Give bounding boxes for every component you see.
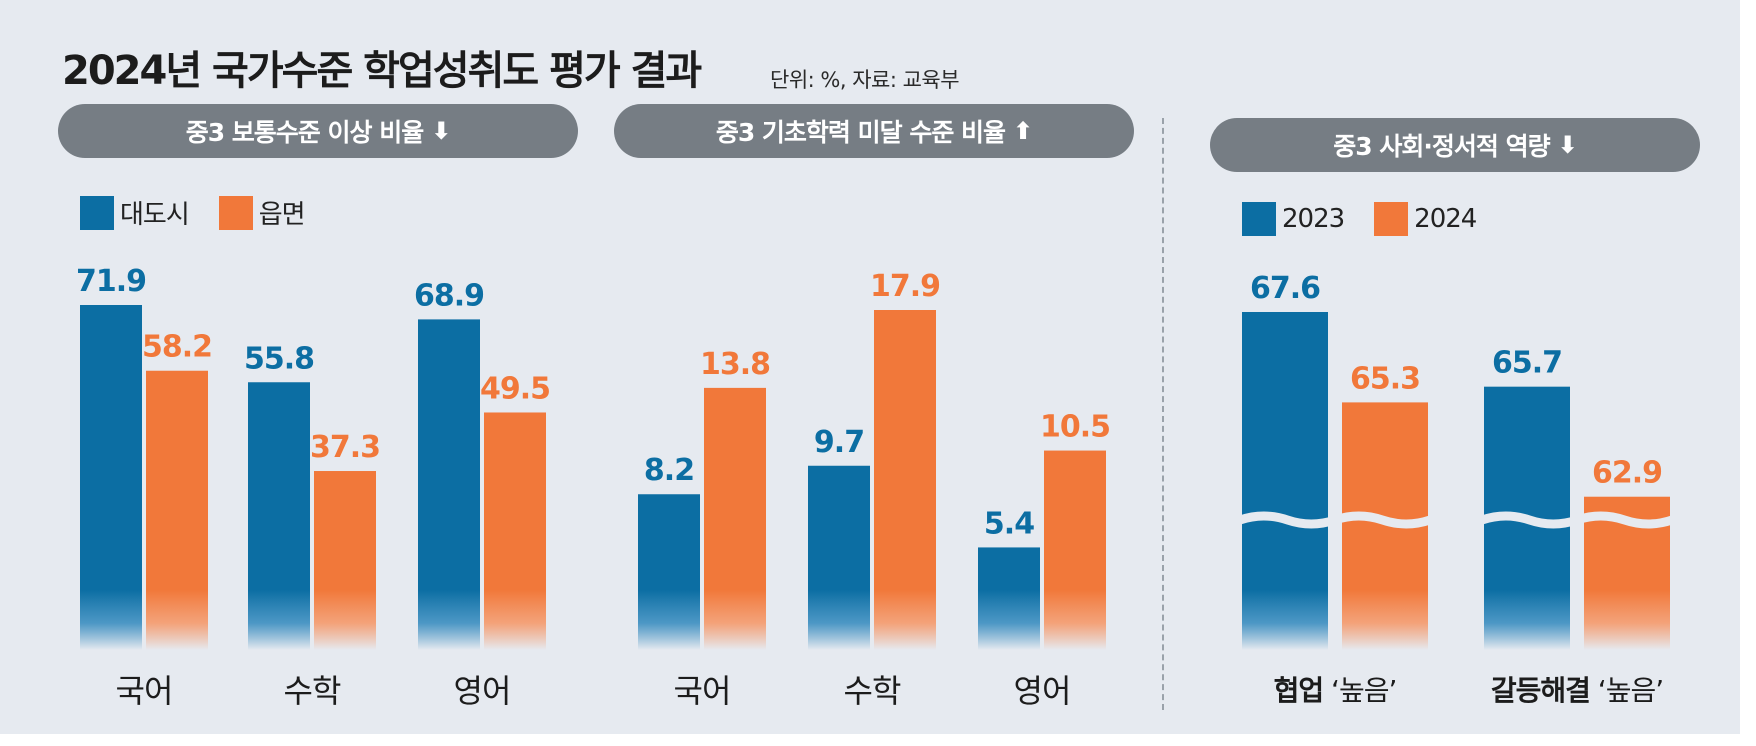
value-label-3-1-1: 67.6: [1250, 271, 1320, 306]
bar-fade-2-2-1: [808, 590, 870, 650]
legend-swatch-2023: [1242, 202, 1276, 236]
bar-3-2-2: [1584, 496, 1670, 591]
bar-fade-2-3-1: [978, 590, 1040, 650]
value-label-1-3-2: 49.5: [480, 371, 550, 406]
category-label-2-2: 수학: [844, 672, 901, 710]
category-label-1-3: 영어: [454, 672, 511, 710]
panel-header-proficient: 중3 보통수준 이상 비율 ⬇: [58, 104, 578, 158]
legend-year: 2023 2024: [1242, 202, 1506, 236]
value-label-1-2-2: 37.3: [310, 430, 380, 465]
bar-fade-3-1-1: [1242, 590, 1328, 650]
bar-2-1-2: [704, 387, 766, 591]
value-label-3-1-2: 65.3: [1350, 361, 1420, 396]
bar-2-2-2: [874, 310, 936, 591]
bar-fade-1-3-2: [484, 590, 546, 650]
value-label-2-3-1: 5.4: [984, 506, 1034, 541]
legend-swatch-rural: [218, 195, 253, 230]
bar-2-1-1: [638, 494, 700, 591]
unit-note: 단위: %, 자료: 교육부: [770, 68, 960, 92]
value-label-2-1-2: 13.8: [700, 347, 770, 382]
category-label-2-3: 영어: [1014, 672, 1071, 710]
panel-header-below-basic: 중3 기초학력 미달 수준 비율 ⬆: [614, 104, 1134, 158]
bar-fade-1-2-1: [248, 590, 310, 650]
legend-swatch-metro: [80, 195, 114, 230]
down-arrow-icon: ⬇: [1557, 131, 1578, 159]
legend-swatch-2024: [1374, 202, 1409, 236]
bar-2-3-2: [1044, 450, 1106, 591]
category-label-3-1: 협업 ‘높음’: [1274, 674, 1397, 707]
category-label-1-1: 국어: [116, 672, 173, 710]
bar-fade-3-2-1: [1484, 590, 1570, 650]
panel-header-social-emotional-label: 중3 사회·정서적 역량: [1333, 132, 1550, 161]
bar-fade-3-2-2: [1584, 590, 1670, 650]
bar-fade-1-1-2: [146, 590, 208, 650]
value-label-1-3-1: 68.9: [414, 278, 484, 313]
value-label-1-2-1: 55.8: [244, 341, 314, 376]
category-label-2-1: 국어: [674, 672, 731, 710]
value-label-3-2-1: 65.7: [1492, 346, 1562, 381]
legend-label-2023: 2023: [1282, 204, 1345, 234]
bar-fade-2-2-2: [874, 590, 936, 650]
down-arrow-icon: ⬇: [431, 117, 451, 145]
bar-fade-1-2-2: [314, 590, 376, 650]
bar-2-2-1: [808, 465, 870, 591]
bar-3-2-1: [1484, 386, 1570, 591]
panel-header-proficient-label: 중3 보통수준 이상 비율: [185, 118, 425, 147]
bar-fade-3-1-2: [1342, 590, 1428, 650]
legend-label-metro: 대도시: [120, 200, 190, 230]
bar-1-3-2: [484, 412, 546, 591]
value-label-1-1-1: 71.9: [76, 264, 146, 299]
bar-1-2-2: [314, 471, 376, 591]
axis-break-2: [1480, 511, 1674, 529]
bar-fade-2-1-2: [704, 590, 766, 650]
bar-fade-1-3-1: [418, 590, 480, 650]
category-label-suffix: ‘높음’: [1590, 674, 1663, 707]
bar-3-1-1: [1242, 312, 1328, 591]
bar-1-2-1: [248, 382, 310, 591]
panel-header-below-basic-label: 중3 기초학력 미달 수준 비율: [715, 118, 1006, 147]
category-label-1-2: 수학: [284, 672, 341, 710]
category-label-suffix: ‘높음’: [1323, 674, 1396, 707]
value-label-2-2-2: 17.9: [870, 269, 940, 304]
bar-1-1-1: [80, 305, 142, 591]
value-label-1-1-2: 58.2: [142, 330, 212, 365]
legend-label-2024: 2024: [1414, 204, 1477, 234]
category-label-bold: 갈등해결: [1491, 674, 1590, 707]
bar-2-3-1: [978, 547, 1040, 591]
bar-charts: 71.9 58.2 국어 55.8 37.3 수학 68.9 49.5 영어 8.2 13.8 국어 9…: [75, 264, 1674, 710]
bar-1-1-2: [146, 370, 208, 591]
bar-fade-2-1-1: [638, 590, 700, 650]
infographic: 2024년 국가수준 학업성취도 평가 결과 단위: %, 자료: 교육부 중3…: [0, 0, 1740, 734]
bar-3-1-2: [1342, 402, 1428, 591]
legend-region: 대도시 읍면: [80, 194, 335, 231]
value-label-3-2-2: 62.9: [1592, 456, 1662, 491]
bar-fade-1-1-1: [80, 590, 142, 650]
bar-1-3-1: [418, 319, 480, 591]
category-label-3-2: 갈등해결 ‘높음’: [1491, 674, 1663, 707]
axis-break-1: [1238, 511, 1432, 529]
category-label-bold: 협업: [1274, 674, 1324, 707]
panel-header-social-emotional: 중3 사회·정서적 역량 ⬇: [1210, 118, 1700, 172]
page-title: 2024년 국가수준 학업성취도 평가 결과: [62, 48, 702, 94]
value-label-2-3-2: 10.5: [1040, 410, 1110, 445]
up-arrow-icon: ⬆: [1013, 117, 1033, 145]
value-label-2-1-1: 8.2: [644, 453, 694, 488]
legend-label-rural: 읍면: [258, 200, 306, 230]
value-label-2-2-1: 9.7: [814, 425, 864, 460]
bar-fade-2-3-2: [1044, 590, 1106, 650]
panel-divider: [1162, 118, 1164, 710]
